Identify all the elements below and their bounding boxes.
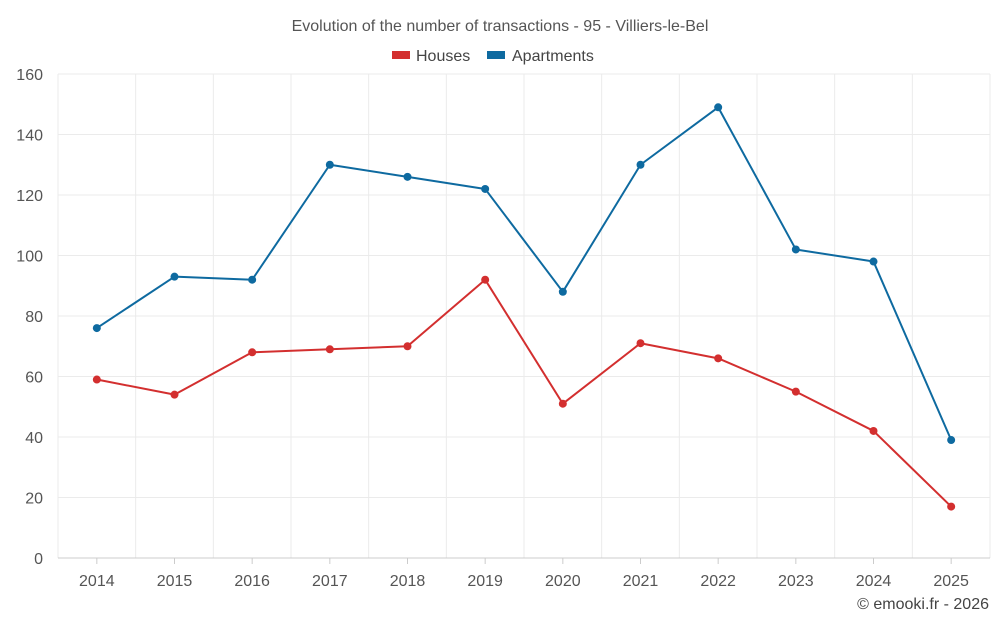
grid — [57, 73, 991, 558]
legend-item-houses[interactable]: Houses — [392, 48, 470, 65]
data-point-houses[interactable] — [92, 375, 101, 384]
x-tick-label: 2023 — [778, 573, 814, 590]
series — [92, 103, 956, 511]
series-line-apartments — [96, 106, 953, 441]
data-point-apartments[interactable] — [481, 184, 490, 193]
data-point-houses[interactable] — [714, 354, 723, 363]
y-tick-label: 140 — [16, 128, 43, 145]
x-tick-label: 2019 — [467, 573, 503, 590]
axes: 0 20 40 60 80 100 120 140 160 2014 2015 2016 2017 201… — [16, 67, 990, 590]
x-tick-label: 2016 — [234, 573, 270, 590]
data-point-houses[interactable] — [947, 502, 956, 511]
series-apartments — [92, 103, 956, 445]
data-point-apartments[interactable] — [170, 272, 179, 281]
x-tick-label: 2021 — [623, 573, 659, 590]
y-tick-label: 0 — [34, 551, 43, 568]
legend-item-apartments[interactable]: Apartments — [487, 48, 594, 65]
y-tick-label: 60 — [25, 370, 43, 387]
y-tick-label: 120 — [16, 188, 43, 205]
y-tick-label: 160 — [16, 67, 43, 84]
data-point-houses[interactable] — [791, 387, 800, 396]
data-point-houses[interactable] — [558, 399, 567, 408]
legend-swatch-apartments — [487, 51, 505, 59]
legend-swatch-houses — [392, 51, 410, 59]
y-tick-label: 20 — [25, 491, 43, 508]
legend-label-apartments: Apartments — [512, 48, 594, 65]
series-line-houses — [96, 278, 952, 508]
data-point-apartments[interactable] — [403, 172, 412, 181]
series-houses — [92, 275, 956, 511]
data-point-houses[interactable] — [403, 342, 412, 351]
data-point-apartments[interactable] — [92, 324, 101, 333]
y-tick-label: 100 — [16, 249, 43, 266]
x-tick-label: 2024 — [856, 573, 892, 590]
data-point-apartments[interactable] — [248, 275, 257, 284]
legend-label-houses: Houses — [416, 48, 470, 65]
y-tick-label: 80 — [25, 309, 43, 326]
x-tick-label: 2018 — [390, 573, 426, 590]
data-point-apartments[interactable] — [714, 103, 723, 112]
legend: Houses Apartments — [392, 48, 594, 65]
data-point-houses[interactable] — [636, 339, 645, 348]
data-point-apartments[interactable] — [869, 257, 878, 266]
data-point-apartments[interactable] — [947, 436, 956, 445]
x-tick-label: 2020 — [545, 573, 581, 590]
data-point-houses[interactable] — [869, 426, 878, 435]
data-point-houses[interactable] — [170, 390, 179, 399]
data-point-apartments[interactable] — [636, 160, 645, 169]
data-point-apartments[interactable] — [791, 245, 800, 254]
chart-title: Evolution of the number of transactions … — [292, 18, 709, 35]
y-tick-label: 40 — [25, 430, 43, 447]
data-point-houses[interactable] — [248, 348, 257, 357]
x-tick-label: 2025 — [933, 573, 969, 590]
credit-text: © emooki.fr - 2026 — [857, 596, 989, 613]
data-point-apartments[interactable] — [558, 287, 567, 296]
x-tick-label: 2015 — [157, 573, 193, 590]
data-point-houses[interactable] — [481, 275, 490, 284]
data-point-houses[interactable] — [325, 345, 334, 354]
x-tick-label: 2022 — [700, 573, 736, 590]
x-tick-label: 2017 — [312, 573, 348, 590]
x-tick-label: 2014 — [79, 573, 115, 590]
data-point-apartments[interactable] — [325, 160, 334, 169]
